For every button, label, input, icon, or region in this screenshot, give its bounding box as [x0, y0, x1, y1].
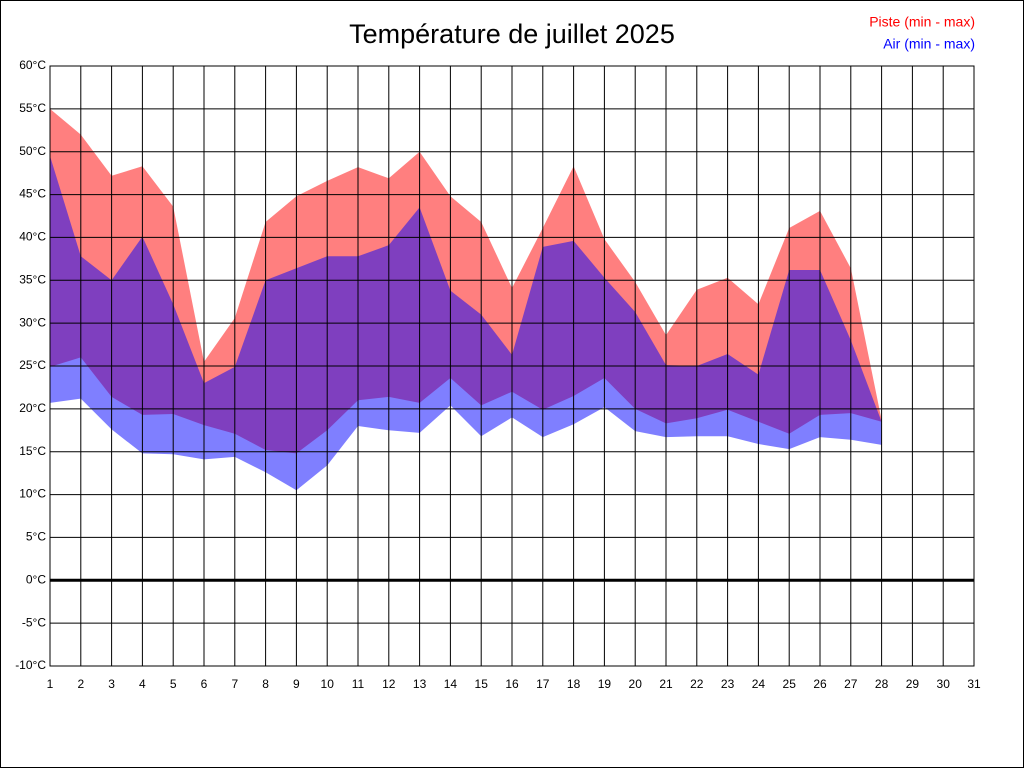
x-tick-label: 18 — [567, 677, 581, 691]
x-tick-label: 20 — [629, 677, 643, 691]
x-tick-label: 14 — [444, 677, 458, 691]
x-tick-label: 16 — [505, 677, 519, 691]
x-tick-label: 23 — [721, 677, 735, 691]
x-tick-label: 29 — [906, 677, 920, 691]
x-tick-label: 5 — [170, 677, 177, 691]
x-tick-label: 19 — [598, 677, 612, 691]
x-tick-label: 15 — [475, 677, 489, 691]
x-tick-label: 11 — [352, 677, 365, 691]
x-tick-label: 2 — [77, 677, 84, 691]
y-tick-label: 40°C — [19, 230, 46, 244]
x-tick-label: 12 — [382, 677, 396, 691]
y-tick-label: 25°C — [19, 358, 46, 372]
x-tick-label: 28 — [875, 677, 889, 691]
x-tick-label: 17 — [536, 677, 550, 691]
y-tick-label: 50°C — [19, 144, 46, 158]
y-tick-label: 15°C — [19, 444, 46, 458]
y-tick-label: 35°C — [19, 272, 46, 286]
y-tick-label: -5°C — [22, 615, 46, 629]
plot-border — [49, 65, 975, 667]
chart-title: Température de juillet 2025 — [349, 19, 675, 49]
x-tick-label: 22 — [690, 677, 704, 691]
y-tick-label: 10°C — [19, 487, 46, 501]
x-tick-label: 31 — [967, 677, 981, 691]
y-tick-label: 0°C — [26, 572, 46, 586]
x-tick-label: 30 — [937, 677, 951, 691]
x-tick-label: 3 — [108, 677, 115, 691]
x-tick-label: 24 — [752, 677, 766, 691]
x-tick-label: 10 — [321, 677, 335, 691]
y-tick-label: 60°C — [19, 58, 46, 72]
x-tick-label: 8 — [262, 677, 269, 691]
legend-entry: Air (min - max) — [883, 36, 975, 52]
x-tick-label: 13 — [413, 677, 427, 691]
y-tick-label: 45°C — [19, 187, 46, 201]
y-tick-label: 20°C — [19, 401, 46, 415]
y-tick-label: 30°C — [19, 315, 46, 329]
x-tick-label: 9 — [293, 677, 300, 691]
y-tick-label: 55°C — [19, 101, 46, 115]
x-tick-label: 7 — [231, 677, 238, 691]
x-tick-label: 25 — [783, 677, 797, 691]
x-tick-label: 27 — [844, 677, 858, 691]
legend-entry: Piste (min - max) — [869, 14, 975, 30]
x-tick-label: 6 — [201, 677, 208, 691]
x-tick-label: 1 — [47, 677, 54, 691]
x-tick-label: 26 — [813, 677, 827, 691]
y-tick-label: 5°C — [26, 530, 46, 544]
y-tick-label: -10°C — [15, 658, 46, 672]
x-tick-label: 21 — [659, 677, 673, 691]
x-tick-label: 4 — [139, 677, 146, 691]
